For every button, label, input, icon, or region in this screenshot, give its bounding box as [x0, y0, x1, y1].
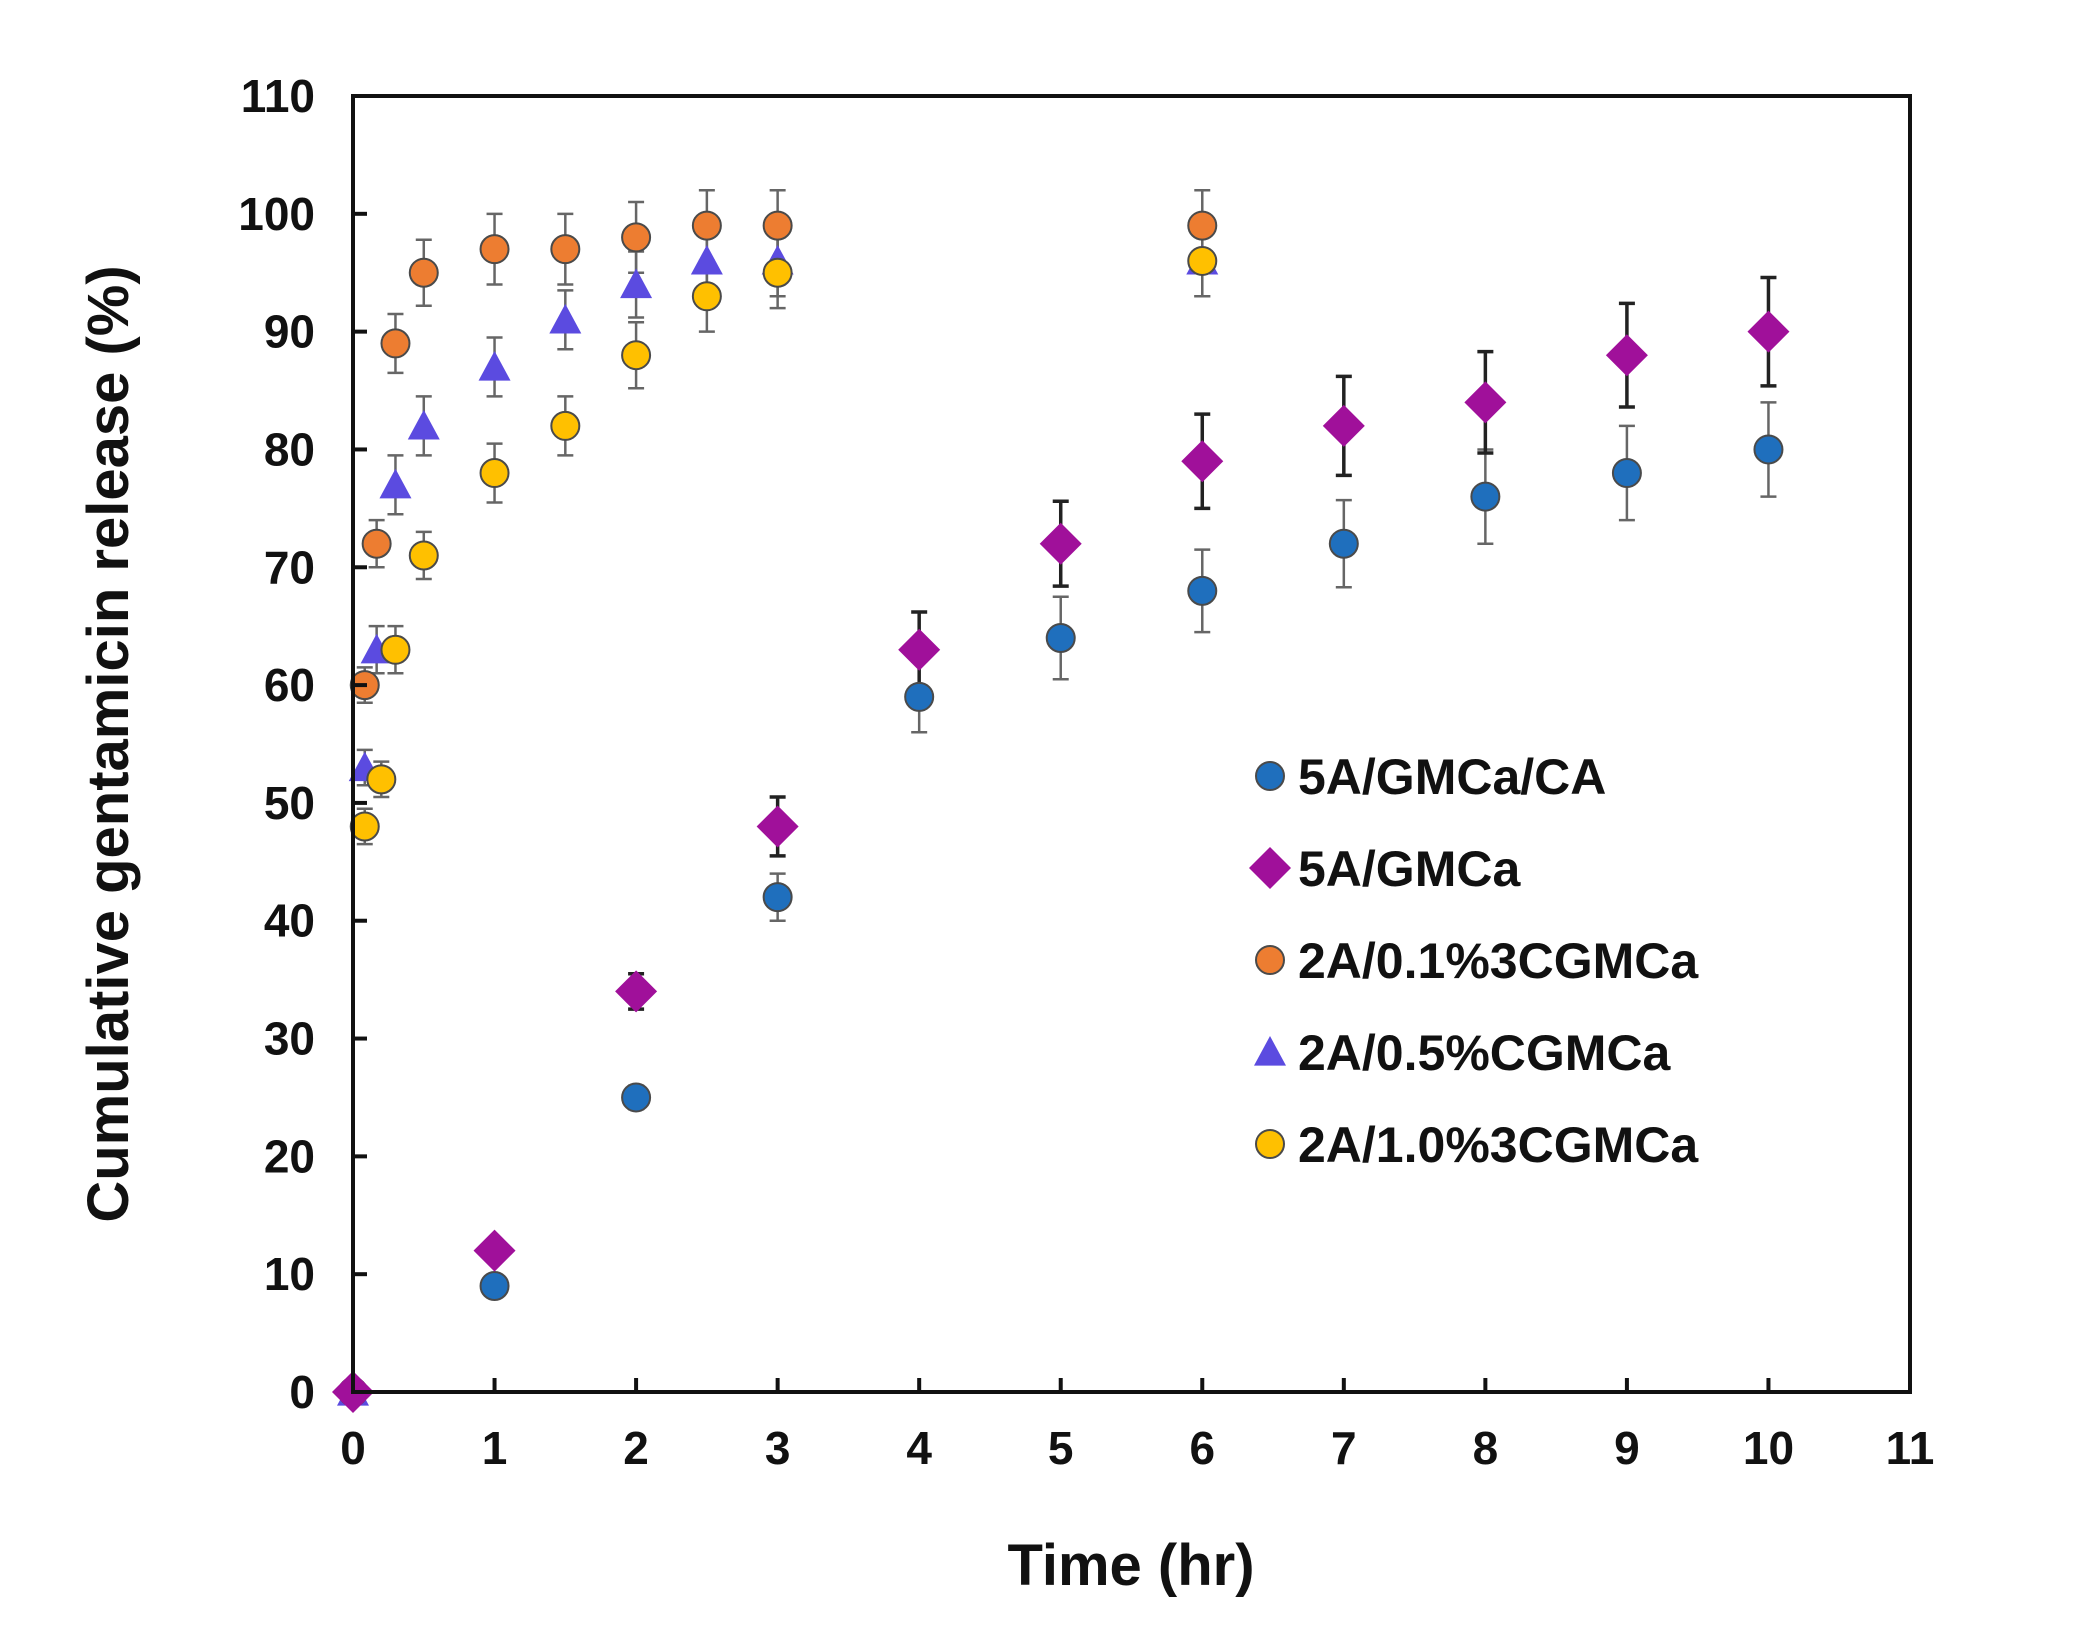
x-tick-label: 0	[340, 1422, 366, 1474]
data-point	[1328, 528, 1359, 559]
data-point	[1045, 622, 1076, 653]
data-point	[615, 970, 658, 1013]
x-tick-label: 11	[1886, 1422, 1935, 1474]
legend-marker	[1255, 945, 1285, 975]
legend-label: 5A/GMCa/CA	[1298, 749, 1606, 805]
x-tick-label: 4	[906, 1422, 932, 1474]
data-point	[1753, 434, 1784, 465]
y-axis: 0 10 20 30 40 50 60 70 80 90 100 110	[238, 70, 367, 1418]
data-point	[550, 234, 581, 265]
y-tick-label: 20	[264, 1130, 315, 1182]
data-point	[756, 805, 799, 848]
data-point	[1187, 210, 1218, 241]
x-axis: 0 1 2 3 4 5 6 7 8 9 10 11	[340, 1378, 1934, 1474]
legend: 5A/GMCa/CA 5A/GMCa 2A/0.1%3CGMCa 2A/0.5%CGM…	[1249, 749, 1699, 1173]
y-tick-label: 70	[264, 541, 315, 593]
data-point	[479, 1270, 510, 1301]
data-point	[473, 1229, 516, 1272]
data-point	[691, 210, 722, 241]
data-point	[1187, 245, 1218, 276]
y-tick-label: 30	[264, 1013, 315, 1065]
x-tick-label: 5	[1048, 1422, 1074, 1474]
y-tick-label: 0	[289, 1366, 315, 1418]
data-point	[1322, 404, 1365, 447]
data-point	[479, 234, 510, 265]
data-point	[408, 257, 439, 288]
data-point	[349, 811, 380, 842]
legend-marker	[1255, 761, 1285, 791]
data-point	[366, 764, 397, 795]
y-tick-label: 90	[264, 306, 315, 358]
data-point	[478, 350, 511, 381]
x-tick-label: 3	[765, 1422, 791, 1474]
y-tick-label: 110	[241, 70, 315, 122]
y-axis-title: Cumulative gentamicin release (%)	[76, 265, 141, 1222]
x-tick-label: 6	[1189, 1422, 1215, 1474]
legend-label: 5A/GMCa	[1298, 841, 1521, 897]
data-point	[621, 340, 652, 371]
data-point	[1611, 458, 1642, 489]
data-point	[1470, 481, 1501, 512]
data-point	[621, 1082, 652, 1113]
y-tick-label: 80	[264, 423, 315, 475]
data-point	[361, 528, 392, 559]
x-tick-label: 7	[1331, 1422, 1357, 1474]
data-point	[380, 328, 411, 359]
y-tick-label: 10	[264, 1248, 315, 1300]
data-point	[898, 628, 941, 671]
legend-label: 2A/0.5%CGMCa	[1298, 1025, 1672, 1081]
y-tick-label: 40	[264, 895, 315, 947]
legend-marker	[1249, 847, 1291, 889]
data-point	[904, 681, 935, 712]
data-point	[762, 257, 793, 288]
plot-frame	[351, 94, 1912, 1394]
legend-marker	[1255, 1129, 1285, 1159]
data-point	[407, 409, 440, 440]
x-axis-title: Time (hr)	[1007, 1533, 1254, 1598]
x-tick-label: 1	[482, 1422, 508, 1474]
data-point	[1464, 381, 1507, 424]
x-tick-label: 10	[1743, 1422, 1794, 1474]
data-point	[1181, 440, 1224, 483]
x-tick-label: 8	[1473, 1422, 1499, 1474]
data-point	[621, 222, 652, 253]
x-tick-label: 9	[1614, 1422, 1640, 1474]
data-point	[1039, 522, 1082, 565]
data-point	[690, 244, 723, 275]
y-tick-label: 60	[264, 659, 315, 711]
x-tick-label: 2	[623, 1422, 649, 1474]
data-point	[550, 410, 581, 441]
data-point	[762, 210, 793, 241]
data-point	[620, 268, 653, 299]
markers-layer	[332, 210, 1790, 1413]
data-point	[408, 540, 439, 571]
data-point	[549, 303, 582, 334]
data-point	[1187, 575, 1218, 606]
data-point	[691, 281, 722, 312]
y-tick-label: 100	[238, 188, 315, 240]
legend-label: 2A/1.0%3CGMCa	[1298, 1117, 1699, 1173]
data-point	[379, 468, 412, 499]
y-tick-label: 50	[264, 777, 315, 829]
data-point	[380, 634, 411, 665]
data-point	[762, 882, 793, 913]
legend-label: 2A/0.1%3CGMCa	[1298, 933, 1699, 989]
data-point	[1747, 310, 1790, 353]
legend-marker	[1254, 1036, 1286, 1066]
data-point	[1605, 334, 1648, 377]
data-point	[479, 458, 510, 489]
